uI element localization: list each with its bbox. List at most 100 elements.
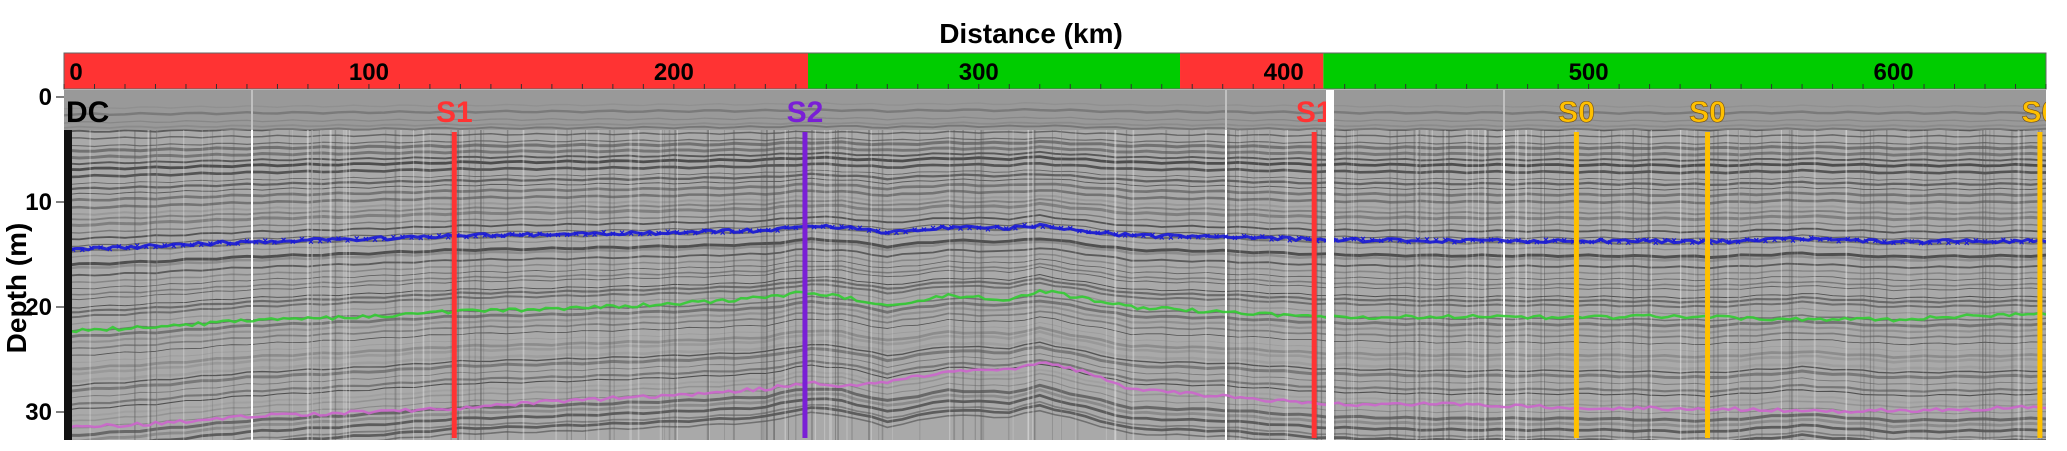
horizon-marker (692, 230, 698, 236)
horizon-marker (1497, 238, 1503, 244)
horizon-marker (1022, 222, 1027, 228)
horizon-marker (820, 224, 826, 230)
horizon-marker (1195, 234, 1201, 240)
horizon-marker (400, 234, 405, 240)
horizon-marker (198, 242, 204, 248)
horizon-marker (1616, 239, 1622, 245)
horizon-marker (967, 225, 973, 231)
horizon-marker (866, 228, 872, 234)
horizon-marker (884, 230, 890, 236)
reflector-line (64, 299, 2046, 339)
reflector-line (64, 137, 2046, 148)
reflector-line (64, 326, 2046, 371)
horizon-marker (619, 230, 625, 236)
horizon-marker (1378, 238, 1384, 244)
data-gap (1326, 90, 1334, 440)
horizon-marker (1342, 236, 1348, 242)
horizon-marker (1360, 236, 1366, 242)
reflector-line (146, 393, 2046, 440)
horizon-marker (1122, 232, 1128, 238)
reflector-line (64, 274, 2046, 309)
horizon-marker (1872, 238, 1878, 244)
horizon-marker (1936, 239, 1942, 245)
reflector-line (64, 316, 2046, 356)
horizon-marker (1049, 224, 1055, 230)
reflector-line (64, 322, 2046, 363)
horizon-marker (143, 244, 149, 250)
horizon-marker (381, 236, 387, 242)
horizon-marker (756, 228, 762, 233)
horizon-marker (656, 230, 662, 236)
segment-block (1180, 53, 1324, 89)
horizon-marker (1827, 236, 1832, 242)
horizon-marker (1699, 238, 1704, 244)
horizon-marker (372, 237, 378, 243)
y-tick-labels: 0 10 20 30 (25, 84, 64, 426)
horizon-marker (628, 231, 634, 236)
horizon-marker (573, 231, 579, 237)
horizon-marker (1159, 235, 1165, 240)
horizon-marker (125, 245, 131, 251)
horizon-marker (1653, 240, 1659, 246)
station-label: S0 (1689, 96, 1726, 129)
horizon-marker (98, 245, 104, 250)
x-axis-title: Distance (km) (939, 18, 1123, 49)
x-tick-label: 100 (349, 59, 389, 86)
x-tick-label: 400 (1264, 59, 1304, 86)
horizon-marker (354, 235, 360, 241)
horizon-marker (1580, 239, 1585, 245)
reflector-line (64, 310, 2046, 350)
station-label: S2 (787, 96, 824, 129)
horizon-marker (1909, 238, 1915, 244)
horizon-marker (207, 241, 213, 246)
horizon-marker (308, 239, 314, 245)
reflector-line (64, 220, 2046, 248)
horizon-marker (1232, 235, 1238, 241)
horizon-marker (180, 242, 186, 248)
reflector-line (64, 161, 2046, 179)
horizon-marker (1479, 238, 1485, 244)
header-band (64, 90, 2046, 130)
horizon-marker (326, 238, 332, 243)
horizon-marker (1836, 238, 1842, 244)
horizon-marker (747, 228, 753, 234)
reflector-line (64, 139, 2046, 153)
horizon-marker (1031, 224, 1037, 230)
horizon-marker (1150, 232, 1156, 238)
reflector-line (64, 337, 2046, 384)
horizon-marker (784, 225, 790, 230)
horizon-marker (1790, 238, 1796, 243)
horizon-marker (1589, 239, 1595, 245)
reflector-line (64, 353, 2046, 400)
horizon-marker (1634, 237, 1640, 243)
horizon-marker (1387, 237, 1393, 243)
horizon-marker (1241, 233, 1247, 239)
reflector-line (64, 208, 2046, 234)
horizon-marker (1461, 238, 1467, 244)
horizon-marker (1177, 234, 1183, 240)
horizon-marker (1095, 230, 1101, 236)
horizon-marker (1598, 237, 1604, 243)
horizon-marker (1845, 236, 1851, 242)
horizon-marker (153, 244, 158, 250)
horizon-marker (1863, 238, 1869, 244)
horizon-marker (235, 241, 241, 247)
horizon-marker (226, 241, 232, 247)
horizon-marker (1662, 237, 1668, 243)
horizon-marker (281, 237, 286, 243)
horizon-marker (1086, 229, 1091, 235)
horizon-marker (1717, 238, 1723, 244)
reflector-line (64, 130, 2046, 140)
horizon-marker (418, 235, 424, 241)
horizon-marker (107, 246, 113, 252)
horizon-marker (1955, 240, 1960, 246)
horizon-marker (1278, 234, 1284, 240)
horizon-marker (1369, 237, 1375, 243)
reflector-line (64, 231, 2046, 259)
y-axis-title: Depth (m) (1, 223, 32, 354)
horizon-marker (1927, 240, 1933, 246)
horizon-marker (811, 224, 817, 230)
reflector-line (64, 237, 2046, 268)
y-tick-label: 20 (25, 294, 52, 321)
